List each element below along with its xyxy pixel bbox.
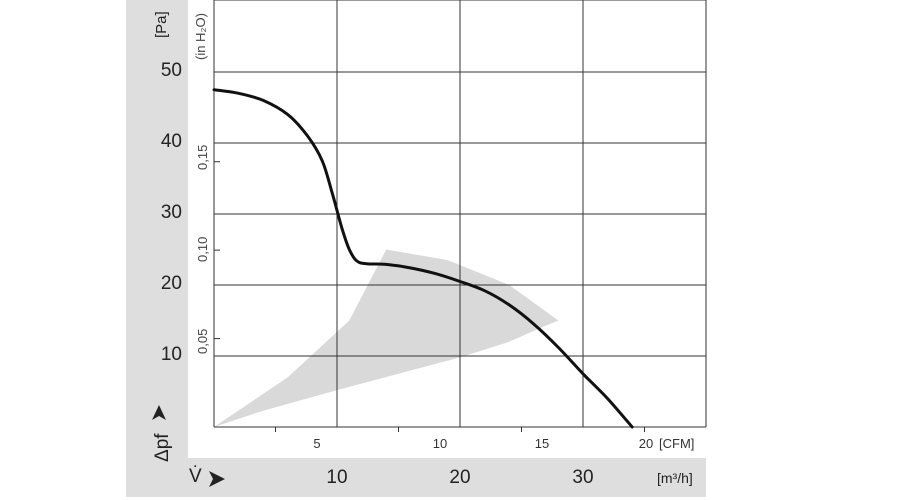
m3h-tick-label: 10 [326,467,348,488]
curve-layer [212,88,634,429]
m3h-tick-label: 30 [572,467,594,488]
arrow-layer [152,405,225,487]
inh2o-tick-label: 0,05 [195,328,210,354]
inh2o-tick-label: 0,10 [195,236,210,262]
inh2o-tick-label: 0,15 [195,144,210,170]
y-axis-arrow [152,405,166,420]
pa-tick-label: 40 [160,131,182,152]
m3h-unit-label: [m³/h] [657,470,693,486]
grid-layer [213,0,707,432]
cfm-tick-label: 20 [638,436,654,451]
pa-tick-label: 20 [160,273,182,294]
pa-tick-label: 50 [160,60,182,81]
inh2o-unit-label: (in H₂O) [193,13,208,60]
operating-range-area [214,249,559,427]
pressure-curve [212,88,634,429]
cfm-tick-label: 10 [432,436,448,451]
cfm-axis-strip [188,428,706,458]
y-axis-symbol: Δpf [152,433,173,462]
x-axis-arrow [209,471,225,487]
cfm-unit-label: [CFM] [659,436,695,451]
pa-tick-label: 10 [160,344,182,365]
cfm-tick-label: 5 [313,436,321,451]
pa-tick-label: 30 [160,202,182,223]
pa-unit-label: [Pa] [153,11,170,38]
operating-range-layer [214,249,559,427]
cfm-tick-label: 15 [534,436,550,451]
m3h-tick-label: 20 [449,467,471,488]
x-axis-band [188,458,706,497]
x-axis-symbol: V̇ [189,466,202,487]
